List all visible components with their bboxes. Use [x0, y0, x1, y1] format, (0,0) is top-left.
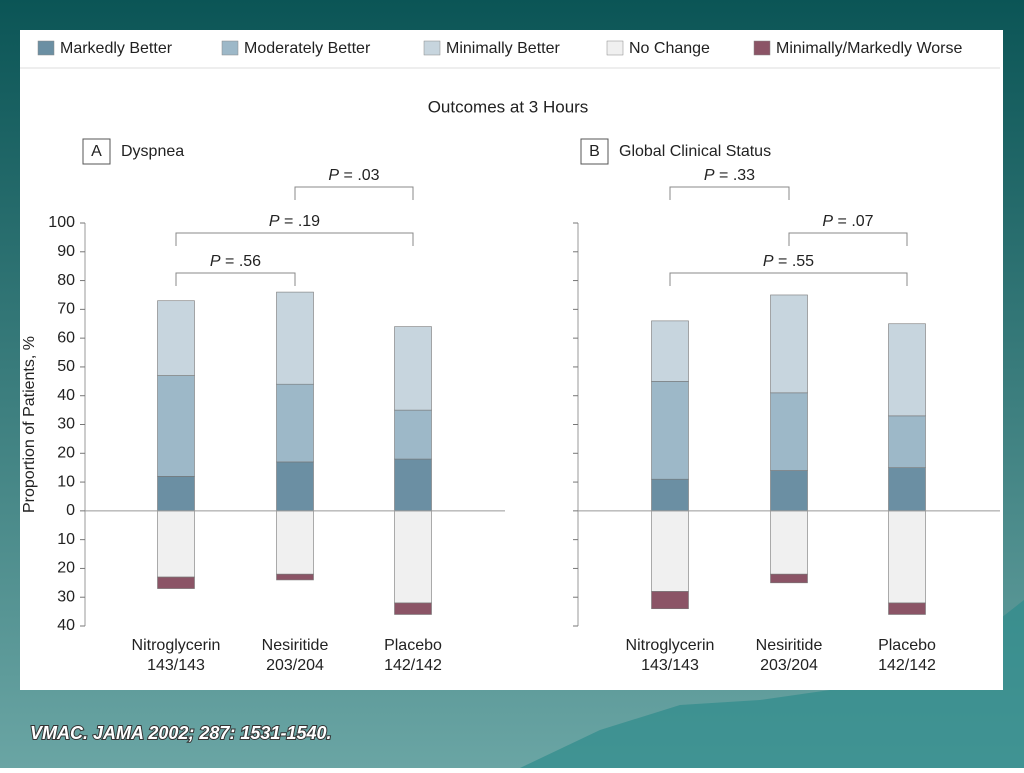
legend-swatch — [606, 40, 624, 56]
x-tick-label: Placebo — [384, 637, 442, 654]
bar-segment — [157, 510, 195, 578]
citation: VMAC. JAMA 2002; 287: 1531-1540. — [30, 723, 331, 743]
legend-swatch — [753, 40, 771, 56]
panel-letter: A — [91, 143, 102, 160]
legend-label: Moderately Better — [244, 40, 371, 57]
panel-letter-box — [580, 138, 609, 165]
panel-letter: B — [589, 143, 600, 160]
panel-letter-box — [82, 138, 111, 165]
y-tick-label: 50 — [57, 358, 75, 375]
bar-segment — [651, 320, 689, 382]
p-value: P = .55 — [763, 253, 814, 270]
y-tick-label: 100 — [48, 214, 75, 231]
bar-segment — [157, 476, 195, 512]
bar-segment — [394, 458, 432, 512]
bar-segment — [394, 510, 432, 604]
y-tick-label: 30 — [57, 416, 75, 433]
bar-segment — [276, 461, 314, 512]
bar-segment — [888, 510, 926, 604]
bar-segment — [394, 326, 432, 411]
bar-segment — [157, 375, 195, 477]
bar-segment — [770, 573, 808, 584]
bar-segment — [157, 300, 195, 376]
x-tick-sublabel: 142/142 — [878, 657, 936, 674]
bar-segment — [276, 573, 314, 581]
figure-title: Outcomes at 3 Hours — [428, 97, 589, 116]
y-tick-label: 0 — [66, 502, 75, 519]
bar-segment — [888, 467, 926, 512]
p-value: P = .56 — [210, 253, 261, 270]
legend-label: Minimally Better — [446, 40, 560, 57]
legend-label: Markedly Better — [60, 40, 173, 57]
significance-bracket — [669, 272, 908, 286]
legend-label: No Change — [629, 40, 710, 57]
legend-swatch — [37, 40, 55, 56]
x-tick-sublabel: 143/143 — [147, 657, 205, 674]
significance-bracket — [175, 272, 296, 286]
x-tick-sublabel: 142/142 — [384, 657, 442, 674]
p-value: P = .07 — [822, 213, 873, 230]
bar-segment — [276, 291, 314, 385]
bar-segment — [770, 470, 808, 512]
bar-segment — [651, 381, 689, 480]
y-tick-label: 30 — [57, 588, 75, 605]
p-value: P = .19 — [269, 213, 320, 230]
y-tick-label: 20 — [57, 445, 75, 462]
significance-bracket — [294, 186, 414, 200]
y-tick-label: 60 — [57, 329, 75, 346]
bar-segment — [651, 478, 689, 512]
bar-segment — [276, 383, 314, 463]
p-value: P = .03 — [328, 167, 379, 184]
y-tick-label: 10 — [57, 473, 75, 490]
y-tick-label: 40 — [57, 617, 75, 634]
x-tick-label: Placebo — [878, 637, 936, 654]
bar-segment — [888, 602, 926, 615]
significance-bracket — [669, 186, 790, 200]
legend-label: Minimally/Markedly Worse — [776, 40, 963, 57]
bar-segment — [888, 323, 926, 417]
x-tick-sublabel: 203/204 — [266, 657, 324, 674]
legend-swatch — [423, 40, 441, 56]
panel-title: Global Clinical Status — [619, 143, 771, 160]
y-tick-label: 20 — [57, 560, 75, 577]
bar-segment — [770, 392, 808, 471]
bar-segment — [157, 576, 195, 589]
bar-segment — [888, 415, 926, 468]
bar-segment — [394, 409, 432, 460]
legend-swatch — [221, 40, 239, 56]
y-tick-label: 70 — [57, 301, 75, 318]
bar-segment — [770, 510, 808, 575]
x-tick-label: Nitroglycerin — [132, 637, 221, 654]
x-tick-label: Nitroglycerin — [626, 637, 715, 654]
x-tick-label: Nesiritide — [262, 637, 329, 654]
bar-segment — [770, 294, 808, 394]
y-tick-label: 10 — [57, 531, 75, 548]
y-axis-label: Proportion of Patients, % — [21, 336, 38, 513]
bar-segment — [276, 510, 314, 575]
x-tick-sublabel: 203/204 — [760, 657, 818, 674]
y-tick-label: 40 — [57, 387, 75, 404]
bar-segment — [394, 602, 432, 615]
significance-bracket — [175, 232, 414, 246]
bar-segment — [651, 591, 689, 610]
bar-segment — [651, 510, 689, 592]
x-tick-label: Nesiritide — [756, 637, 823, 654]
y-tick-label: 90 — [57, 243, 75, 260]
x-tick-sublabel: 143/143 — [641, 657, 699, 674]
p-value: P = .33 — [704, 167, 755, 184]
panel-title: Dyspnea — [121, 143, 184, 160]
significance-bracket — [788, 232, 908, 246]
y-tick-label: 80 — [57, 272, 75, 289]
